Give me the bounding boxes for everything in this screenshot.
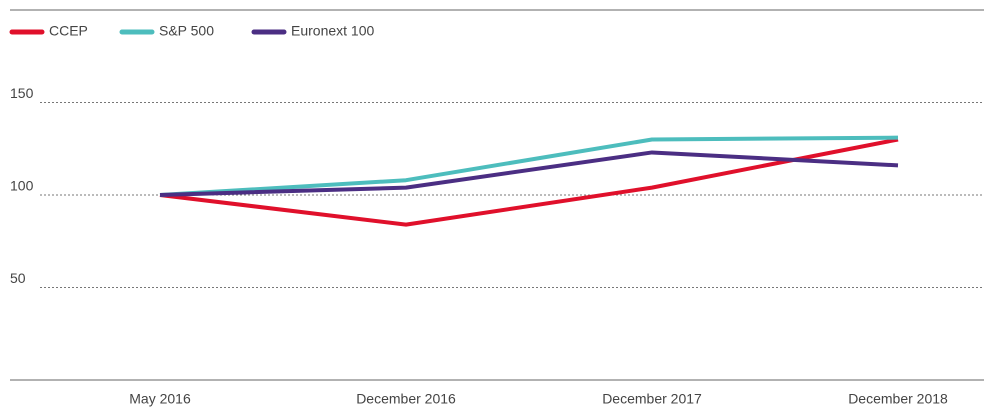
legend-label: CCEP: [49, 23, 88, 39]
series-line: [159, 137, 899, 227]
series-line: [159, 135, 899, 197]
y-tick-label: 100: [10, 178, 34, 194]
x-tick-label: May 2016: [129, 391, 191, 407]
x-tick-label: December 2016: [356, 391, 456, 407]
legend-label: Euronext 100: [291, 23, 374, 39]
series-line: [159, 150, 899, 197]
legend-label: S&P 500: [159, 23, 214, 39]
x-tick-label: December 2017: [602, 391, 702, 407]
x-tick-label: December 2018: [848, 391, 948, 407]
y-tick-label: 50: [10, 270, 26, 286]
y-tick-label: 150: [10, 85, 34, 101]
